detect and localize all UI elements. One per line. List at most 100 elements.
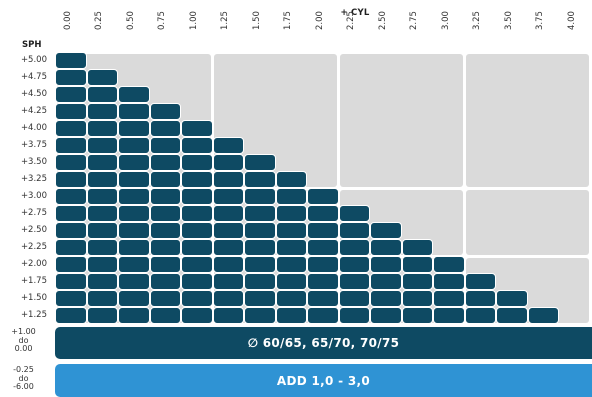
available-lens-cell (118, 86, 150, 103)
available-lens-cell (149, 290, 181, 307)
available-lens-cell (370, 222, 402, 239)
available-lens-cell (149, 120, 181, 137)
available-lens-cell (86, 120, 118, 137)
sph-row-label: +4.25 (20, 106, 47, 116)
cyl-value-label: 0.75 (157, 11, 168, 30)
available-lens-cell (433, 290, 465, 307)
unavailable-zone (340, 53, 463, 187)
available-lens-cell (307, 273, 339, 290)
available-lens-cell (275, 307, 307, 324)
available-lens-cell (181, 188, 213, 205)
sph-row-label: +2.50 (20, 225, 47, 235)
available-lens-cell (149, 273, 181, 290)
available-lens-cell (55, 222, 87, 239)
available-lens-cell (86, 171, 118, 188)
sph-row-label: +4.75 (20, 72, 47, 82)
available-lens-cell (55, 188, 87, 205)
available-lens-cell (244, 273, 276, 290)
sph-row-label: +1.50 (20, 293, 47, 303)
available-lens-cell (149, 307, 181, 324)
available-lens-cell (86, 205, 118, 222)
available-lens-cell (55, 307, 87, 324)
band-range-top: +1.00 (11, 327, 36, 336)
sph-row-label: +1.25 (20, 310, 47, 320)
available-lens-cell (275, 256, 307, 273)
available-lens-cell (212, 290, 244, 307)
diameter-band-text: ∅ 60/65, 65/70, 70/75 (247, 336, 400, 350)
sph-row-label: +3.50 (20, 157, 47, 167)
available-lens-cell (433, 256, 465, 273)
available-lens-cell (86, 188, 118, 205)
available-lens-cell (212, 171, 244, 188)
available-lens-cell (244, 239, 276, 256)
available-lens-cell (275, 188, 307, 205)
available-lens-cell (338, 222, 370, 239)
available-lens-cell (401, 273, 433, 290)
available-lens-cell (370, 307, 402, 324)
available-lens-cell (307, 188, 339, 205)
available-lens-cell (149, 103, 181, 120)
available-lens-cell (433, 307, 465, 324)
available-lens-cell (181, 205, 213, 222)
sph-row-label: +2.00 (20, 259, 47, 269)
available-lens-cell (55, 137, 87, 154)
sph-row-label: +3.75 (20, 140, 47, 150)
available-lens-cell (212, 205, 244, 222)
available-lens-cell (86, 256, 118, 273)
unavailable-zone (466, 53, 589, 187)
available-lens-cell (55, 120, 87, 137)
unavailable-zone (466, 189, 589, 255)
available-lens-cell (149, 171, 181, 188)
available-lens-cell (118, 103, 150, 120)
available-lens-cell (338, 290, 370, 307)
available-lens-cell (86, 290, 118, 307)
available-lens-cell (55, 86, 87, 103)
band-range-mid: do (18, 373, 29, 383)
sph-row-label: +3.00 (20, 191, 47, 201)
cyl-value-label: 0.50 (125, 11, 136, 30)
available-lens-cell (338, 256, 370, 273)
available-lens-cell (181, 307, 213, 324)
available-lens-cell (149, 222, 181, 239)
available-lens-cell (370, 290, 402, 307)
available-lens-cell (181, 171, 213, 188)
available-lens-cell (118, 171, 150, 188)
available-lens-cell (149, 239, 181, 256)
cyl-value-label: 2.00 (314, 11, 325, 30)
cyl-value-label: 4.00 (566, 11, 577, 30)
available-lens-cell (149, 188, 181, 205)
available-lens-cell (55, 103, 87, 120)
available-lens-cell (181, 273, 213, 290)
cyl-value-label: 1.00 (188, 11, 199, 30)
available-lens-cell (244, 222, 276, 239)
available-lens-cell (55, 239, 87, 256)
available-lens-cell (370, 256, 402, 273)
available-lens-cell (464, 307, 496, 324)
cyl-value-label: 2.50 (377, 11, 388, 30)
available-lens-cell (464, 273, 496, 290)
available-lens-cell (86, 86, 118, 103)
available-lens-cell (338, 307, 370, 324)
available-lens-cell (86, 222, 118, 239)
available-lens-cell (307, 222, 339, 239)
cyl-value-label: 3.00 (440, 11, 451, 30)
available-lens-cell (181, 222, 213, 239)
available-lens-cell (527, 307, 559, 324)
sph-row-label: +4.00 (20, 123, 47, 133)
available-lens-cell (433, 273, 465, 290)
available-lens-cell (212, 239, 244, 256)
cyl-value-label: 2.25 (346, 11, 357, 30)
available-lens-cell (55, 69, 87, 86)
available-lens-cell (212, 256, 244, 273)
available-lens-cell (275, 205, 307, 222)
available-lens-cell (370, 239, 402, 256)
cyl-value-label: 3.75 (535, 11, 546, 30)
available-lens-cell (338, 273, 370, 290)
available-lens-cell (118, 256, 150, 273)
available-lens-cell (118, 188, 150, 205)
available-lens-cell (55, 256, 87, 273)
cyl-value-label: 3.25 (472, 11, 483, 30)
available-lens-cell (86, 103, 118, 120)
available-lens-cell (275, 273, 307, 290)
available-lens-cell (244, 188, 276, 205)
